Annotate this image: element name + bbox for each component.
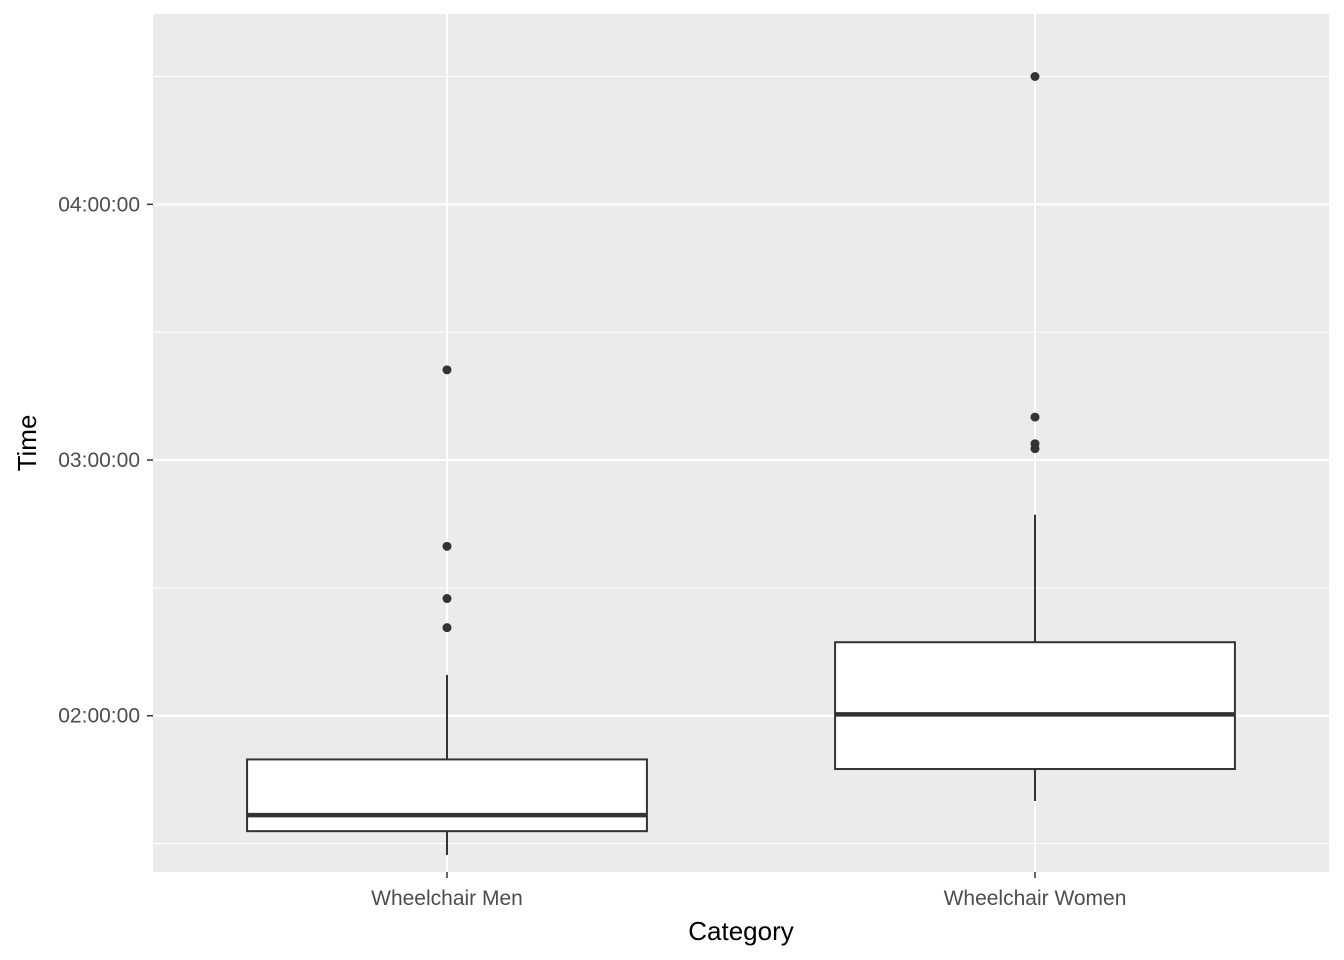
outlier-point: [1030, 412, 1040, 422]
outlier-point: [442, 623, 452, 633]
minor-gridlines: [153, 76, 1329, 845]
iqr-box: [834, 641, 1236, 771]
outlier-point: [442, 365, 452, 375]
outlier-point: [442, 594, 452, 604]
box-layer: [246, 72, 1236, 855]
outlier-point: [1030, 439, 1040, 449]
x-axis-title: Category: [688, 916, 794, 946]
y-axis: 02:00:00 03:00:00 04:00:00: [58, 193, 153, 728]
iqr-box: [246, 758, 648, 833]
x-axis: Wheelchair Men Wheelchair Women: [371, 872, 1126, 910]
outlier-point: [1030, 72, 1040, 82]
y-tick-label: 02:00:00: [58, 705, 140, 728]
x-tick-label: Wheelchair Men: [371, 887, 523, 910]
y-tick-label: 03:00:00: [58, 449, 140, 472]
y-axis-title: Time: [12, 415, 42, 472]
box-wheelchair-men: [246, 365, 648, 855]
box-wheelchair-women: [834, 72, 1236, 801]
outlier-point: [442, 541, 452, 551]
y-tick-label: 04:00:00: [58, 193, 140, 216]
x-tick-label: Wheelchair Women: [944, 887, 1127, 910]
